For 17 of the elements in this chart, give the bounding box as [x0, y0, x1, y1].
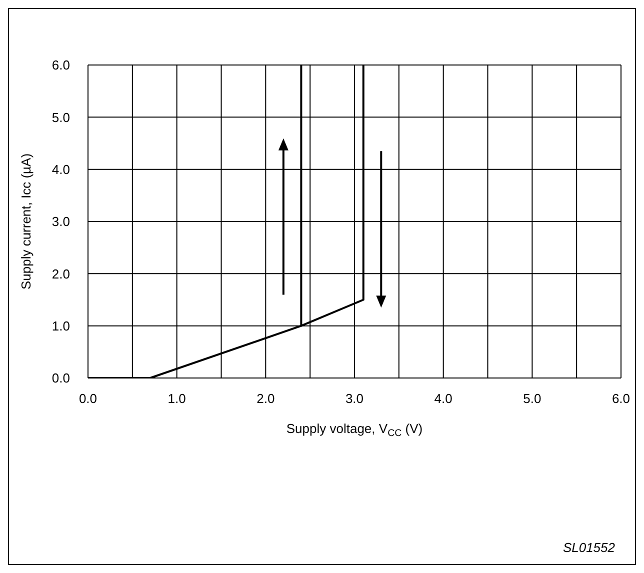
- y-tick-label: 1.0: [52, 318, 70, 334]
- text: SL01552: [562, 540, 615, 555]
- y-axis-title: Supply current, Icc (µA): [18, 153, 34, 290]
- y-tick-label: 5.0: [52, 110, 70, 125]
- x-tick-label: 3.0: [345, 391, 364, 406]
- y-tick-label: 0.0: [52, 370, 70, 386]
- y-tick-label: 6.0: [52, 58, 70, 73]
- x-tick-label: 4.0: [434, 391, 452, 406]
- x-tick-label: 5.0: [523, 391, 542, 406]
- x-axis-title: Supply voltage, V$_{CC}$ (V): [286, 421, 423, 438]
- x-tick-label: 0.0: [78, 391, 98, 406]
- y-tick-label: 4.0: [52, 162, 70, 177]
- x-tick-label: 6.0: [612, 391, 630, 406]
- y-tick-label: 2.0: [52, 266, 70, 282]
- y-tick-label: 3.0: [52, 214, 70, 230]
- x-tick-label: 1.0: [168, 391, 186, 406]
- x-tick-label: 2.0: [256, 391, 275, 406]
